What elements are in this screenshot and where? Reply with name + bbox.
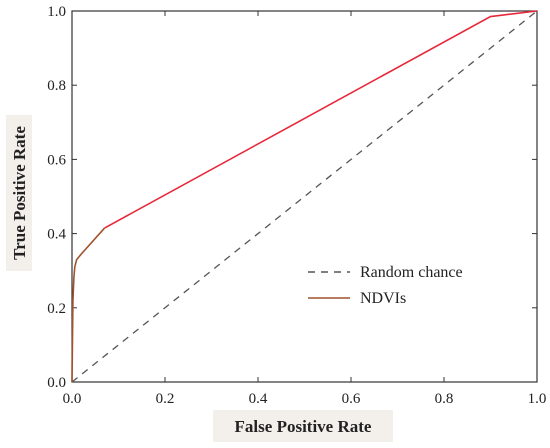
y-axis-title: True Positive Rate <box>10 126 29 260</box>
x-tick-label: 1.0 <box>528 391 547 407</box>
series-lines <box>71 10 538 383</box>
x-tick-label: 0.0 <box>63 391 82 407</box>
y-tick-label: 0.0 <box>47 375 66 391</box>
y-tick-label: 0.4 <box>47 227 66 243</box>
legend-label: Random chance <box>360 264 463 281</box>
legend: Random chance NDVIs <box>308 264 463 307</box>
axes: 0.0 0.2 0.4 0.6 0.8 1.0 0.0 0.2 0.4 0.6 0.8 1.0 <box>47 4 546 407</box>
plot-frame <box>71 10 538 383</box>
y-tick-label: 0.8 <box>47 78 66 94</box>
x-tick-label: 0.8 <box>435 391 454 407</box>
xlabel-background <box>213 410 393 442</box>
x-tick-label: 0.6 <box>342 391 361 407</box>
x-axis-title: False Positive Rate <box>235 417 372 436</box>
x-tick-label: 0.2 <box>156 391 175 407</box>
y-tick-label: 1.0 <box>47 4 66 20</box>
x-tick-label: 0.4 <box>249 391 268 407</box>
y-tick-label: 0.2 <box>47 301 66 317</box>
series-line-ndvis-upper <box>104 10 538 229</box>
ylabel-background <box>6 115 32 271</box>
series-line-ndvis-lower <box>71 227 106 383</box>
legend-label: NDVIs <box>360 290 406 307</box>
y-tick-label: 0.6 <box>47 152 66 168</box>
series-line-random-chance <box>71 10 538 383</box>
